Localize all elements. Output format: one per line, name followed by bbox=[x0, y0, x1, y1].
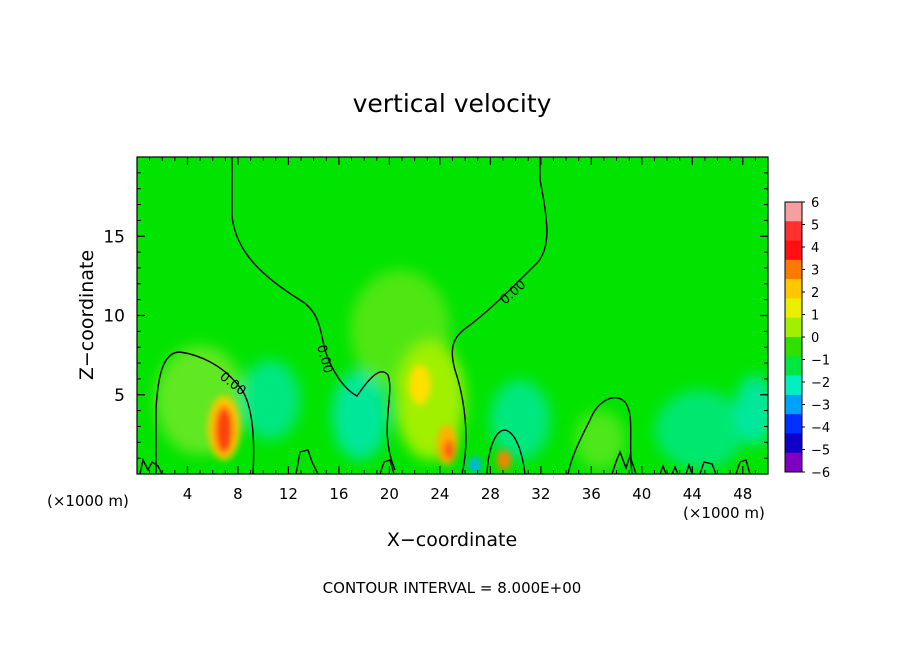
x-unit-left: (×1000 m) bbox=[47, 492, 129, 510]
y-axis: 5 10 15 bbox=[103, 172, 768, 459]
x-tick-label: 8 bbox=[233, 485, 243, 503]
x-axis: 4 8 12 16 20 24 28 32 36 40 44 48 bbox=[149, 157, 756, 503]
x-axis-title: X−coordinate bbox=[387, 529, 517, 551]
zero-contour bbox=[231, 157, 396, 471]
colorbar-label: 6 bbox=[811, 196, 819, 211]
colorbar-swatch bbox=[785, 375, 802, 396]
zero-contour bbox=[486, 429, 526, 474]
colorbar-label: −5 bbox=[811, 444, 830, 459]
colorbar-swatch bbox=[785, 452, 802, 473]
zero-contour bbox=[659, 462, 693, 474]
x-tick-label: 36 bbox=[582, 485, 601, 503]
x-tick-label: 28 bbox=[481, 485, 500, 503]
colorbar-label: 2 bbox=[811, 286, 819, 301]
colorbar-label: 4 bbox=[811, 241, 819, 256]
colorbar-swatch bbox=[785, 259, 802, 280]
field-blob bbox=[655, 390, 745, 470]
x-tick-label: 20 bbox=[380, 485, 399, 503]
colorbar-swatch bbox=[785, 337, 802, 357]
x-tick-label: 48 bbox=[733, 485, 752, 503]
contour-label: 0.00 bbox=[313, 343, 335, 375]
x-tick-label: 16 bbox=[329, 485, 348, 503]
colorbar-label: 1 bbox=[811, 309, 819, 324]
y-tick-label: 10 bbox=[103, 307, 125, 327]
colorbar-label: −1 bbox=[811, 354, 830, 369]
field-blob bbox=[469, 457, 481, 473]
colorbar-label: 3 bbox=[811, 264, 819, 279]
field-blob bbox=[735, 375, 768, 445]
field-blob bbox=[444, 440, 454, 460]
zero-contours bbox=[139, 157, 751, 474]
colorbar-label: 0 bbox=[811, 331, 819, 346]
colorbar-swatch bbox=[785, 317, 802, 338]
y-tick-label: 5 bbox=[114, 386, 125, 406]
x-tick-label: 4 bbox=[183, 485, 193, 503]
zero-contour bbox=[699, 461, 717, 474]
field-blob bbox=[215, 406, 233, 454]
x-unit-right: (×1000 m) bbox=[683, 504, 765, 522]
contour-interval-note: CONTOUR INTERVAL = 8.000E+00 bbox=[323, 579, 582, 597]
field-blob bbox=[575, 410, 625, 470]
colorbar-swatch bbox=[785, 433, 802, 454]
x-tick-label: 44 bbox=[683, 485, 702, 503]
colorbar-label: −6 bbox=[811, 466, 830, 481]
y-axis-title: Z−coordinate bbox=[76, 250, 98, 380]
zero-contour bbox=[735, 459, 751, 474]
colorbar-swatch bbox=[785, 279, 802, 299]
field-blob bbox=[497, 450, 511, 470]
zero-contour bbox=[139, 457, 163, 474]
colorbar-swatch bbox=[785, 394, 802, 415]
zero-contour bbox=[611, 450, 637, 474]
plot-area: 0.00 0.00 0.00 4 8 12 16 20 24 28 32 36 40 44 48 51… bbox=[103, 156, 769, 503]
velocity-field: 0.00 0.00 0.00 bbox=[139, 157, 768, 474]
colorbar-swatch bbox=[785, 356, 802, 377]
zero-contour bbox=[379, 459, 395, 474]
x-tick-label: 12 bbox=[279, 485, 298, 503]
colorbar: 6 5 4 3 2 1 0 −1 −2 −3 −4 −5 −6 bbox=[784, 196, 830, 481]
field-blob bbox=[490, 380, 550, 460]
colorbar-swatch bbox=[785, 414, 802, 434]
chart-title: vertical velocity bbox=[353, 89, 552, 118]
field-blob bbox=[409, 365, 431, 405]
y-tick-label: 15 bbox=[103, 227, 125, 247]
zero-contour bbox=[451, 157, 548, 474]
colorbar-label: −2 bbox=[811, 376, 830, 391]
field-blob bbox=[240, 360, 300, 440]
colorbar-label: −3 bbox=[811, 399, 830, 414]
colorbar-swatch bbox=[785, 240, 802, 261]
x-tick-label: 24 bbox=[430, 485, 449, 503]
colorbar-label: 5 bbox=[811, 219, 819, 234]
x-tick-label: 32 bbox=[531, 485, 550, 503]
colorbar-swatch bbox=[785, 221, 802, 242]
x-tick-label: 40 bbox=[632, 485, 651, 503]
colorbar-swatch bbox=[785, 298, 802, 319]
zero-contour bbox=[295, 449, 319, 474]
colorbar-swatch bbox=[785, 202, 802, 222]
field-blob bbox=[332, 370, 388, 460]
zero-contour bbox=[155, 351, 255, 474]
colorbar-label: −4 bbox=[811, 421, 830, 436]
zero-contour bbox=[567, 397, 633, 474]
